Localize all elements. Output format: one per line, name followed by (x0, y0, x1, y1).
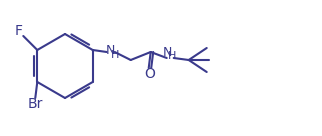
Text: O: O (144, 67, 155, 81)
Text: N: N (163, 46, 172, 58)
Text: N: N (106, 44, 115, 56)
Text: H: H (167, 51, 176, 61)
Text: H: H (110, 50, 119, 60)
Text: F: F (14, 24, 22, 38)
Text: Br: Br (28, 97, 43, 111)
